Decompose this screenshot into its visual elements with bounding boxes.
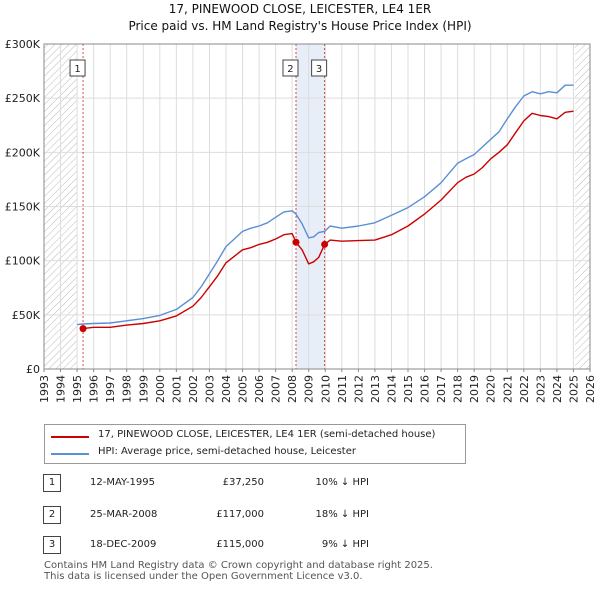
y-tick-label: £50K (12, 309, 41, 322)
x-tick-label: 1996 (88, 375, 101, 403)
x-tick-label: 2021 (501, 375, 514, 403)
sale-label-box (311, 59, 328, 77)
sale-number-badge: 1 (43, 474, 61, 492)
x-tick-label: 2003 (203, 375, 216, 403)
legend-label-hpi: HPI: Average price, semi-detached house,… (98, 446, 356, 457)
y-tick-label: £200K (5, 146, 41, 159)
x-tick-label: 1995 (71, 375, 84, 403)
x-tick-label: 2014 (385, 375, 398, 403)
sale-label-box (69, 59, 86, 77)
sale-date: 25-MAR-2008 (90, 509, 158, 520)
sale-price: £37,250 (222, 477, 264, 488)
legend-label-property: 17, PINEWOOD CLOSE, LEICESTER, LE4 1ER (… (98, 429, 436, 440)
x-tick-label: 2016 (419, 375, 432, 403)
y-tick-label: £250K (5, 92, 41, 105)
footer-licence: This data is licensed under the Open Gov… (44, 571, 363, 582)
sale-price: £115,000 (216, 539, 264, 550)
x-tick-label: 2015 (402, 375, 415, 403)
x-tick-label: 1997 (104, 375, 117, 403)
legend: 17, PINEWOOD CLOSE, LEICESTER, LE4 1ER (… (44, 424, 466, 464)
legend-swatch-hpi (51, 453, 89, 455)
sale-label: 3 (316, 64, 322, 75)
x-tick-label: 2020 (485, 375, 498, 403)
x-tick-label: 2009 (303, 375, 316, 403)
sale-number-badge: 2 (43, 506, 61, 524)
y-tick-label: £0 (26, 363, 40, 376)
sale-date: 18-DEC-2009 (90, 539, 157, 550)
x-tick-label: 2007 (270, 375, 283, 403)
x-tick-label: 1993 (38, 375, 51, 403)
y-tick-label: £150K (5, 201, 41, 214)
legend-item-property: 17, PINEWOOD CLOSE, LEICESTER, LE4 1ER (… (45, 429, 463, 445)
sales-table-row: 2 25-MAR-2008 £117,000 18% ↓ HPI (0, 506, 600, 526)
x-tick-label: 2005 (237, 375, 250, 403)
x-tick-label: 2001 (170, 375, 183, 403)
footer-copyright: Contains HM Land Registry data © Crown c… (44, 560, 433, 571)
sale-number-badge: 3 (43, 536, 61, 554)
x-tick-label: 2019 (468, 375, 481, 403)
chart-title: 17, PINEWOOD CLOSE, LEICESTER, LE4 1ER (168, 2, 432, 16)
x-tick-label: 2012 (352, 375, 365, 403)
x-tick-label: 2011 (336, 375, 349, 403)
x-tick-label: 2010 (319, 375, 332, 403)
x-tick-label: 2004 (220, 375, 233, 403)
legend-swatch-property (51, 436, 89, 438)
sales-table-row: 3 18-DEC-2009 £115,000 9% ↓ HPI (0, 536, 600, 556)
sale-price: £117,000 (216, 509, 264, 520)
x-tick-label: 2002 (187, 375, 200, 403)
sale-hpi-diff: 10% ↓ HPI (315, 477, 369, 488)
x-tick-label: 2024 (551, 375, 564, 403)
sales-table-row: 1 12-MAY-1995 £37,250 10% ↓ HPI (0, 474, 600, 494)
sale-date: 12-MAY-1995 (90, 477, 156, 488)
sale-hpi-diff: 18% ↓ HPI (315, 509, 369, 520)
x-tick-label: 2006 (253, 375, 266, 403)
sale-point (79, 325, 87, 333)
price-chart: 1 2 3 £0 £50K £100K £150K £200K £250K £300K 1993 1… (5, 38, 597, 403)
x-tick-label: 2023 (534, 375, 547, 403)
x-tick-label: 2025 (567, 375, 580, 403)
chart-subtitle: Price paid vs. HM Land Registry's House … (128, 19, 472, 33)
sale-label: 2 (287, 64, 293, 75)
x-tick-label: 2008 (286, 375, 299, 403)
y-tick-label: £300K (5, 38, 41, 51)
x-tick-label: 2018 (452, 375, 465, 403)
x-tick-label: 2000 (154, 375, 167, 403)
sale-point (321, 240, 329, 248)
x-tick-label: 2022 (518, 375, 531, 403)
hpi-line (77, 84, 574, 326)
sale-hpi-diff: 9% ↓ HPI (321, 539, 369, 550)
sale-label-box (282, 59, 299, 77)
y-tick-label: £100K (5, 255, 41, 268)
x-tick-label: 1994 (55, 375, 68, 403)
x-tick-label: 1999 (137, 375, 150, 403)
x-tick-label: 2017 (435, 375, 448, 403)
x-tick-label: 2026 (584, 375, 597, 403)
plot-frame (43, 43, 591, 370)
x-tick-label: 1998 (121, 375, 134, 403)
property-price-line (82, 110, 574, 330)
legend-item-hpi: HPI: Average price, semi-detached house,… (45, 446, 463, 462)
sale-label: 1 (74, 64, 80, 75)
x-tick-label: 2013 (369, 375, 382, 403)
sale-point (292, 238, 300, 246)
